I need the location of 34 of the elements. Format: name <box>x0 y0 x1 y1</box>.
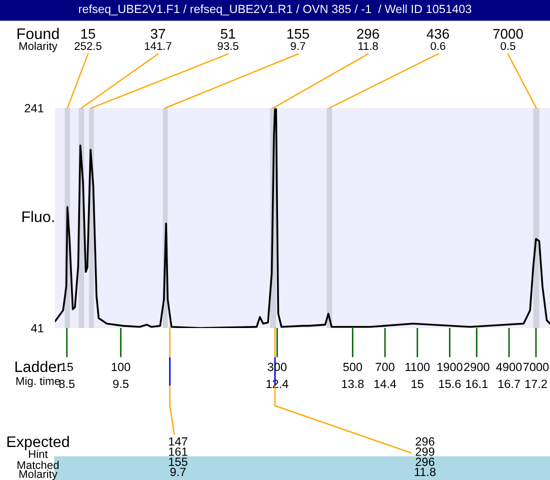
annotation: 147 161 155 9.7 <box>169 437 188 476</box>
x-tick-label: 8.5 <box>59 380 75 388</box>
annotation: 296 299 296 11.8 <box>414 437 436 476</box>
x-tick-label: 17.2 <box>525 380 547 388</box>
text: Found Molarity <box>18 28 59 52</box>
annotation: 2900 <box>464 362 490 372</box>
chart-title: refseq_UBE2V1.F1 / refseq_UBE2V1.R1 / OVN 385 / -1 / Well ID 1051403 <box>79 4 472 16</box>
x-tick-label: 16.7 <box>498 380 520 388</box>
text: Expected Hint Matched Molarity <box>7 436 69 480</box>
band-label: 155 9.7 <box>287 29 310 50</box>
annotation: 1100 <box>406 362 430 372</box>
y-axis-title: Fluo. <box>22 210 54 222</box>
annotation: 4900 <box>496 362 522 372</box>
band-label: 296 11.8 <box>357 28 379 50</box>
x-tick-label: 15.6 <box>439 380 461 388</box>
annotation: 500 <box>343 362 362 372</box>
band-label: 37 141.7 <box>144 28 172 50</box>
annotation: 100 <box>112 362 130 372</box>
annotation: 1900 <box>437 362 462 372</box>
x-tick-label: 9.5 <box>113 380 128 388</box>
x-tick-label: 14.4 <box>374 380 396 388</box>
y-tick-label: 241 <box>24 104 44 112</box>
band-label: 436 0.6 <box>426 28 449 50</box>
annotation: 15 <box>61 362 73 372</box>
band-label: 15 252.5 <box>74 29 102 50</box>
y-tick-label: 41 <box>31 324 44 332</box>
x-tick-label: 15 <box>412 380 424 388</box>
annotation: 7000 <box>523 362 549 372</box>
band-label: 7000 0.5 <box>493 28 523 50</box>
annotation: 700 <box>376 362 394 372</box>
band-label: 51 93.5 <box>218 29 238 50</box>
x-tick-label: 13.8 <box>342 380 364 388</box>
line-series <box>55 108 550 328</box>
x-tick-label: 16.1 <box>466 380 488 388</box>
